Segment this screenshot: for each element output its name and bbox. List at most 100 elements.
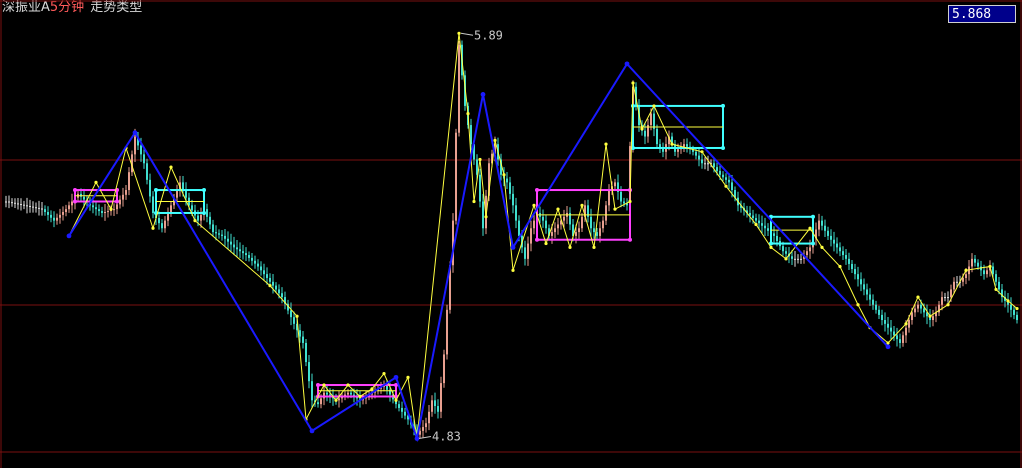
stroke-vertex [988,264,992,269]
price-bar-body [905,327,907,336]
price-bar-body [251,257,253,261]
segment-vertex [624,61,630,67]
price-bar-body [518,220,520,236]
price-bar-body [548,228,550,236]
price-bar-body [668,136,670,145]
price-bar-body [50,214,52,218]
price-bar-body [101,211,103,213]
price-bar-body [983,270,985,275]
price-bar-body [233,244,235,248]
price-marker-arrow [460,32,474,36]
price-bar-body [389,389,391,395]
pivot-zone-corner [202,188,206,193]
stroke-vertex [334,398,338,402]
stroke-vertex [820,245,824,249]
price-bar-body [557,224,559,229]
price-bar-body [833,239,835,244]
price-bar-body [830,235,832,240]
price-bar-body [1013,309,1015,315]
price-bar-body [386,385,388,390]
price-bar-body [293,317,295,324]
price-bar-body [926,312,928,317]
price-bar-body [686,144,688,147]
stroke-vertex [724,184,728,188]
price-bar-body [245,253,247,256]
price-bar-body [887,323,889,328]
price-bar-body [398,404,400,408]
price-bar-body [587,205,589,217]
price-bar-body [1016,314,1018,321]
price-bar-body [266,274,268,278]
price-marker-label: 5.89 [474,28,503,42]
price-bar-body [338,398,340,401]
price-bar-body [560,220,562,225]
pivot-zone-corner [202,210,206,215]
price-bar-body [164,220,166,229]
stroke-vertex [268,284,272,288]
pivot-zone-corner [721,103,725,108]
price-bar-body [206,209,208,217]
stroke-vertex [502,173,506,177]
price-bar-body [764,225,766,229]
price-bar-body [149,179,151,197]
price-bar-body [218,233,220,235]
price-bar-body [134,136,136,155]
price-bar-body [512,193,514,206]
price-bar-body [92,205,94,208]
price-bar-body [458,44,460,133]
price-bar-body [791,256,793,259]
price-bar-body [491,153,493,164]
price-bar-body [248,255,250,258]
price-bar-body [68,205,70,210]
price-bar-body [107,211,109,213]
price-bar-body [785,251,787,254]
price-bar-body [284,297,286,304]
price-bar-body [767,228,769,231]
price-bar-body [872,299,874,305]
price-bar-body [653,113,655,129]
stroke-vertex [466,111,470,116]
price-bar-body [305,342,307,363]
price-bar-body [575,232,577,236]
price-bar-body [227,238,229,242]
price-bar-body [986,270,988,275]
price-bar-body [869,294,871,300]
stroke-vertex [484,215,488,219]
stroke-vertex [346,383,350,387]
indicator-name: 走势类型 [90,0,143,15]
segment-vertex [309,428,315,434]
pivot-zone-corner [73,188,77,193]
price-bar-body [170,205,172,213]
price-bar-body [128,172,130,191]
price-bar-body [1010,304,1012,310]
price-bar-body [71,201,73,206]
stroke-vertex [640,127,644,131]
price-bar-body [479,174,481,202]
pivot-zone-corner [394,383,398,388]
price-bar-body [839,247,841,252]
price-bar-body [440,383,442,412]
price-bar-body [434,400,436,407]
price-bar-body [296,323,298,331]
price-bar-body [104,212,106,214]
price-bar-body [62,212,64,215]
segment-vertex [66,233,72,239]
price-bar-body [824,225,826,231]
price-bar-body [701,159,703,164]
price-bar-body [152,196,154,213]
stroke-vertex [592,245,596,249]
price-bar-body [38,207,40,209]
chart-title: 深振业A5分钟 走势类型 [2,0,142,16]
segment-vertex [393,374,399,380]
price-bar-body [239,249,241,252]
price-bar-body [815,229,817,239]
price-bar-body [452,220,454,266]
pivot-zone-corner [535,237,539,242]
price-bar-body [683,144,685,147]
stroke-vertex [478,157,482,162]
price-bar-body [113,209,115,211]
price-bar-body [59,214,61,218]
price-bar-body [176,190,178,198]
pivot-zone-corner [811,214,815,219]
